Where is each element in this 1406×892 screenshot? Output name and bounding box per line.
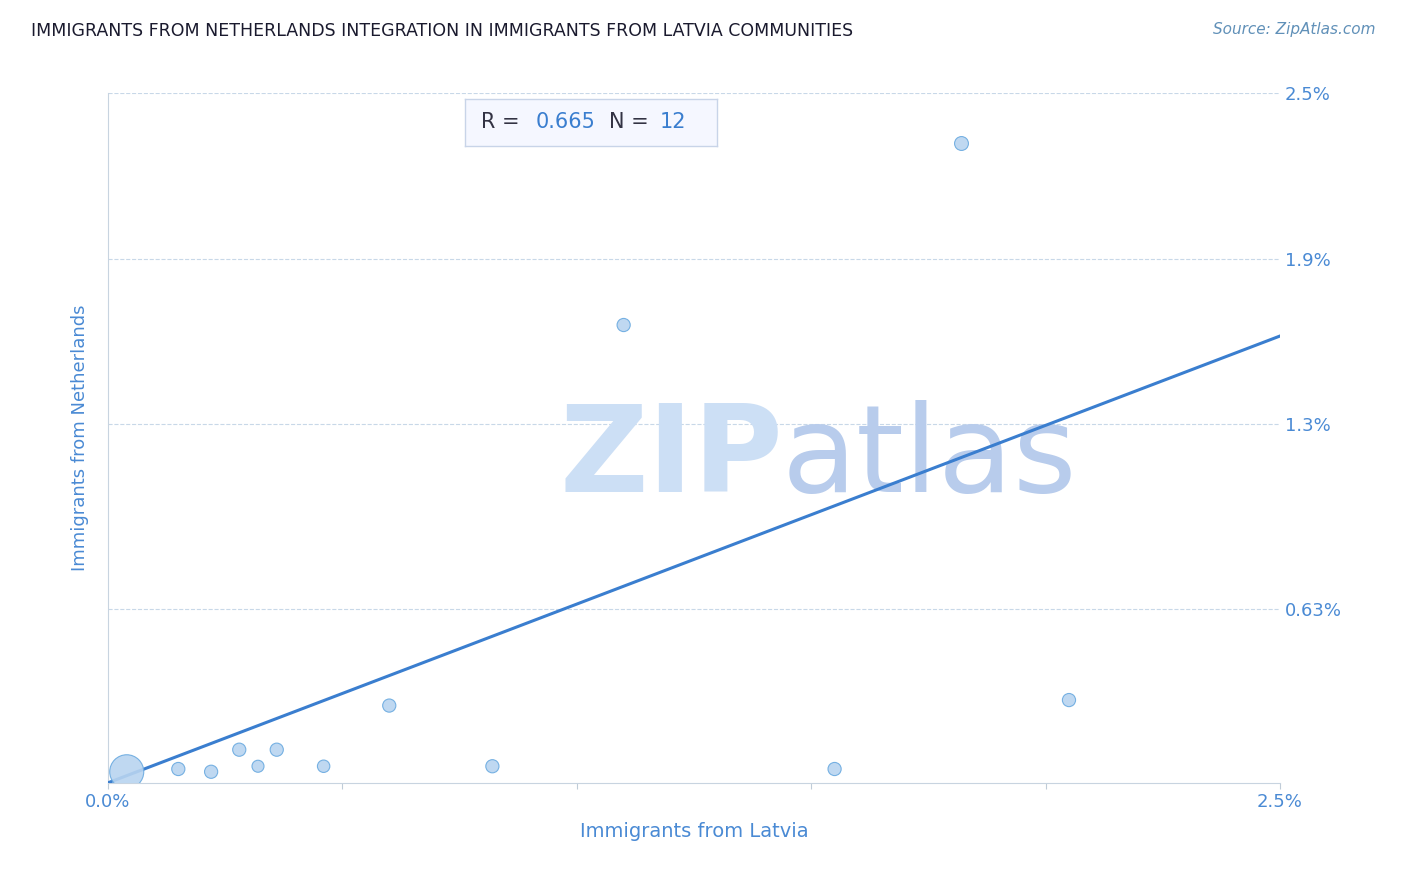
Point <box>1057 693 1080 707</box>
Point <box>481 759 503 773</box>
Point <box>950 136 973 150</box>
X-axis label: Immigrants from Latvia: Immigrants from Latvia <box>579 822 808 841</box>
Point <box>115 764 138 779</box>
Point <box>266 742 288 756</box>
Text: Source: ZipAtlas.com: Source: ZipAtlas.com <box>1212 22 1375 37</box>
Point <box>200 764 222 779</box>
Text: ZIP: ZIP <box>560 401 783 517</box>
Point <box>824 762 846 776</box>
Point <box>378 698 401 713</box>
Text: IMMIGRANTS FROM NETHERLANDS INTEGRATION IN IMMIGRANTS FROM LATVIA COMMUNITIES: IMMIGRANTS FROM NETHERLANDS INTEGRATION … <box>31 22 853 40</box>
Point <box>312 759 335 773</box>
Y-axis label: Immigrants from Netherlands: Immigrants from Netherlands <box>72 305 89 572</box>
Point <box>167 762 190 776</box>
Point <box>228 742 250 756</box>
Point <box>613 318 636 332</box>
Text: atlas: atlas <box>782 401 1077 517</box>
Point <box>246 759 269 773</box>
